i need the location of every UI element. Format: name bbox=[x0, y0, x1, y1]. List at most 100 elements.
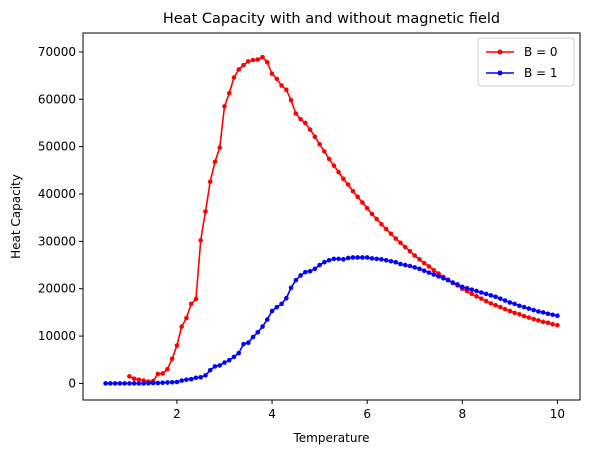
data-point bbox=[431, 267, 437, 273]
data-point bbox=[231, 75, 237, 80]
data-point bbox=[536, 318, 541, 323]
data-point bbox=[521, 304, 527, 310]
data-point bbox=[264, 317, 270, 322]
data-point bbox=[417, 266, 422, 272]
x-axis-ticks: 2 4 6 8 10 bbox=[173, 400, 565, 421]
data-point bbox=[288, 285, 294, 291]
data-point bbox=[479, 290, 484, 295]
data-point bbox=[436, 274, 441, 279]
data-point bbox=[459, 284, 465, 290]
data-point bbox=[398, 261, 403, 267]
data-point bbox=[464, 285, 470, 291]
data-point bbox=[117, 381, 123, 386]
data-point bbox=[198, 374, 204, 380]
y-tick-label: 30000 bbox=[38, 234, 76, 248]
data-point bbox=[312, 134, 318, 140]
data-point bbox=[307, 127, 313, 132]
data-point bbox=[174, 343, 180, 348]
plot-frame bbox=[82, 32, 581, 401]
data-point bbox=[388, 231, 394, 237]
data-point bbox=[184, 377, 189, 382]
data-point bbox=[517, 303, 522, 309]
data-point bbox=[131, 381, 137, 386]
data-point bbox=[331, 163, 337, 168]
data-point bbox=[474, 293, 479, 299]
data-point bbox=[336, 256, 341, 262]
legend-label: B = 0 bbox=[524, 45, 558, 59]
data-point bbox=[398, 240, 403, 246]
data-point bbox=[407, 249, 413, 254]
data-point bbox=[374, 256, 379, 262]
data-point bbox=[288, 97, 294, 103]
data-point bbox=[236, 67, 242, 72]
data-point bbox=[222, 104, 227, 109]
data-point bbox=[184, 315, 189, 321]
data-point bbox=[255, 329, 261, 335]
data-point bbox=[407, 263, 413, 269]
data-point bbox=[498, 304, 503, 310]
data-point bbox=[322, 259, 327, 265]
data-point bbox=[312, 266, 318, 272]
data-point bbox=[203, 209, 208, 214]
data-point bbox=[260, 324, 265, 329]
data-point bbox=[198, 238, 204, 243]
chart-title: Heat Capacity with and without magnetic … bbox=[163, 11, 500, 27]
y-tick-label: 50000 bbox=[38, 140, 76, 154]
data-point bbox=[207, 367, 213, 373]
data-point bbox=[203, 373, 208, 378]
data-point bbox=[103, 381, 108, 386]
data-point bbox=[293, 111, 299, 116]
data-point bbox=[507, 300, 513, 305]
data-point bbox=[550, 321, 555, 327]
data-point bbox=[502, 298, 508, 303]
data-point bbox=[550, 312, 555, 318]
data-point bbox=[217, 145, 223, 150]
data-point bbox=[383, 226, 389, 232]
data-point bbox=[350, 188, 356, 194]
data-point bbox=[231, 354, 237, 360]
series-line bbox=[105, 256, 558, 385]
data-point bbox=[526, 306, 532, 311]
legend-marker bbox=[497, 49, 503, 55]
data-point bbox=[193, 375, 199, 381]
data-point bbox=[393, 259, 399, 265]
data-point bbox=[255, 57, 261, 62]
data-point bbox=[226, 90, 232, 96]
data-point bbox=[317, 141, 322, 147]
y-axis-ticks: 0 10000 20000 30000 40000 50000 60000 70000 bbox=[38, 45, 83, 390]
data-point bbox=[507, 308, 513, 314]
data-point bbox=[322, 149, 327, 154]
data-point bbox=[479, 296, 484, 301]
data-point bbox=[141, 381, 146, 386]
data-point bbox=[179, 378, 184, 383]
x-axis-label: Temperature bbox=[292, 431, 369, 445]
data-point bbox=[160, 380, 165, 386]
data-point bbox=[383, 258, 389, 263]
data-point bbox=[279, 83, 284, 88]
data-point bbox=[226, 357, 232, 363]
data-point bbox=[364, 255, 370, 260]
data-point bbox=[355, 255, 360, 260]
data-point bbox=[545, 311, 551, 317]
legend: B = 0 B = 1 bbox=[477, 37, 575, 87]
data-point bbox=[236, 350, 242, 356]
data-point bbox=[245, 340, 251, 346]
data-point bbox=[269, 71, 275, 77]
data-point bbox=[179, 324, 184, 329]
data-point bbox=[269, 308, 275, 314]
data-point bbox=[488, 301, 494, 306]
data-point bbox=[531, 307, 536, 313]
data-point bbox=[488, 293, 494, 298]
data-point bbox=[274, 304, 280, 310]
data-point bbox=[474, 288, 479, 294]
data-point bbox=[217, 363, 223, 368]
data-point bbox=[540, 310, 546, 315]
data-point bbox=[374, 216, 379, 222]
data-point bbox=[112, 381, 118, 386]
legend-label: B = 1 bbox=[524, 66, 558, 80]
data-point bbox=[326, 258, 332, 263]
data-point bbox=[127, 374, 132, 379]
data-point bbox=[440, 276, 446, 281]
data-point bbox=[222, 360, 227, 365]
